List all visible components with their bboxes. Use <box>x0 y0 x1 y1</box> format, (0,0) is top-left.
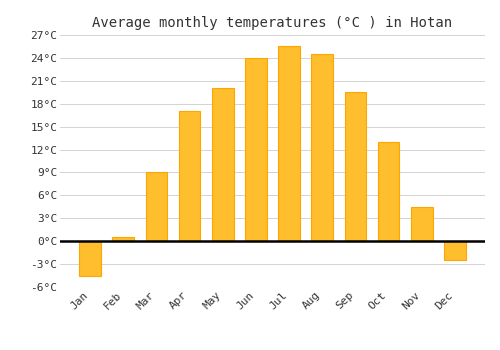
Bar <box>212 89 234 241</box>
Bar <box>444 241 466 260</box>
Bar <box>179 111 201 241</box>
Bar <box>80 241 101 275</box>
Bar <box>378 142 400 241</box>
Bar <box>312 54 333 241</box>
Bar <box>278 47 300 241</box>
Bar <box>411 207 432 241</box>
Bar <box>112 237 134 241</box>
Bar <box>245 58 266 241</box>
Title: Average monthly temperatures (°C ) in Hotan: Average monthly temperatures (°C ) in Ho… <box>92 16 452 30</box>
Bar <box>146 173 167 241</box>
Bar <box>344 92 366 241</box>
